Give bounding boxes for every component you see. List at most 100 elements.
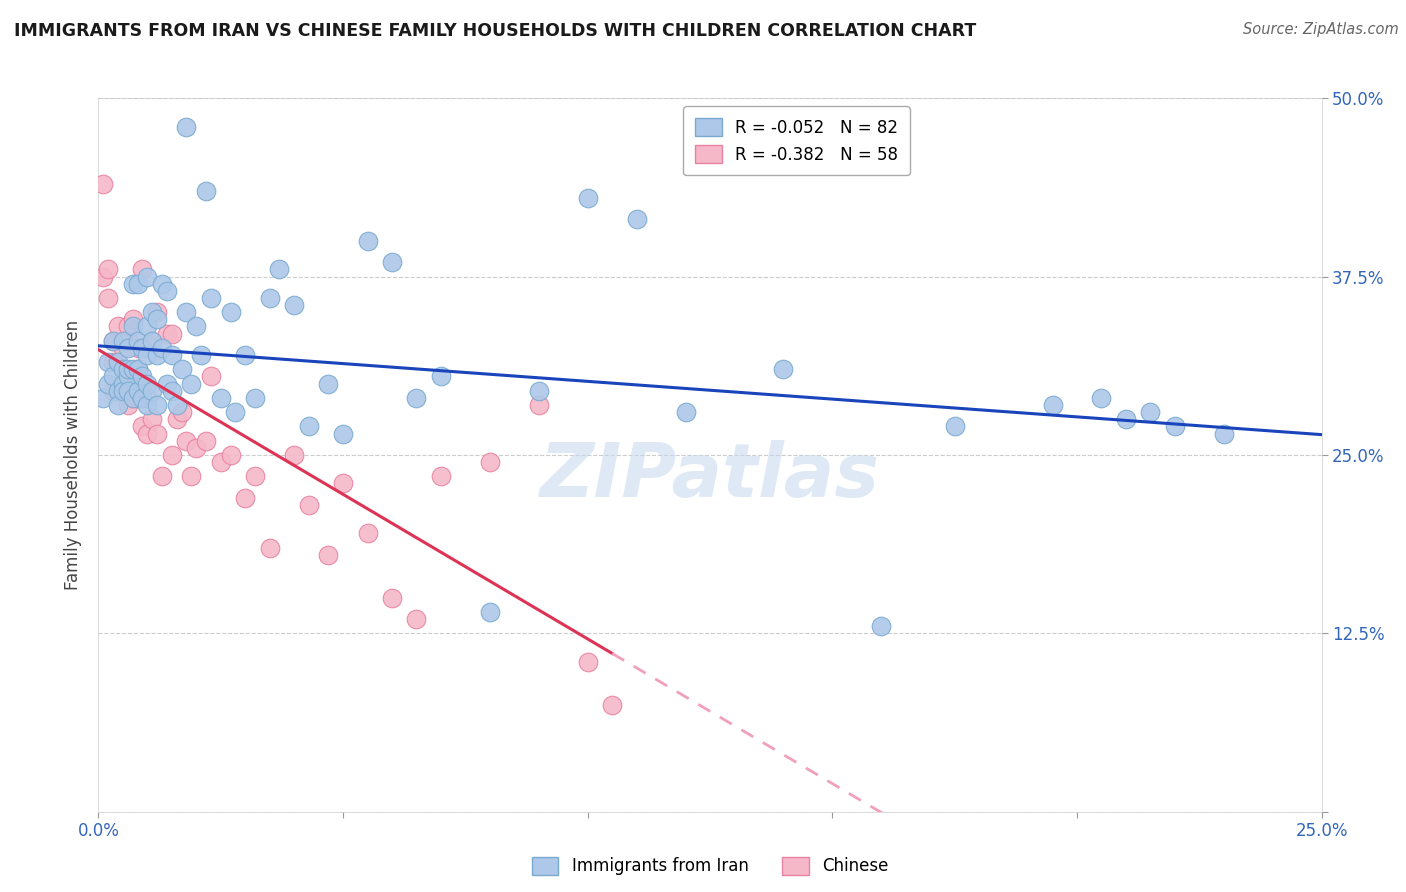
Point (127, 277, 149, 291)
Point (180, 376, 202, 391)
Point (195, 434, 218, 448)
Point (176, 305, 198, 319)
Point (176, 434, 198, 448)
Point (200, 369, 222, 384)
Point (233, 348, 256, 362)
Point (141, 334, 163, 348)
Point (298, 419, 321, 434)
Point (186, 319, 208, 334)
Point (136, 391, 159, 405)
Point (150, 277, 173, 291)
Point (283, 448, 305, 462)
Point (101, 334, 124, 348)
Point (136, 269, 159, 284)
Point (332, 426, 354, 441)
Point (136, 319, 159, 334)
Point (943, 419, 966, 434)
Point (111, 384, 134, 398)
Text: IMMIGRANTS FROM IRAN VS CHINESE FAMILY HOUSEHOLDS WITH CHILDREN CORRELATION CHAR: IMMIGRANTS FROM IRAN VS CHINESE FAMILY H… (14, 22, 976, 40)
Point (160, 448, 183, 462)
Point (219, 448, 242, 462)
Point (91, 269, 114, 284)
Point (318, 376, 340, 391)
Point (141, 305, 163, 319)
Point (675, 405, 697, 419)
Point (117, 398, 139, 412)
Point (117, 384, 139, 398)
Y-axis label: Family Households with Children: Family Households with Children (65, 320, 83, 590)
Point (381, 255, 404, 269)
Point (117, 362, 139, 376)
Point (233, 491, 256, 505)
Point (131, 376, 153, 391)
Point (156, 376, 179, 391)
Point (136, 376, 159, 391)
Point (97, 355, 120, 369)
Point (1090, 391, 1112, 405)
Point (107, 319, 129, 334)
Point (141, 384, 163, 398)
Point (160, 384, 183, 398)
Point (1212, 426, 1234, 441)
Point (1164, 419, 1187, 434)
Point (527, 398, 550, 412)
Point (259, 291, 281, 305)
Point (131, 341, 153, 355)
Point (136, 348, 159, 362)
Point (209, 455, 232, 469)
Point (430, 469, 453, 483)
Point (381, 591, 404, 605)
Point (478, 605, 501, 619)
Point (111, 362, 134, 376)
Point (356, 234, 378, 248)
Point (101, 355, 124, 369)
Point (298, 498, 321, 512)
Point (117, 334, 139, 348)
Point (121, 391, 143, 405)
Point (127, 362, 149, 376)
Point (170, 362, 193, 376)
Point (146, 312, 169, 326)
Point (107, 384, 129, 398)
Point (259, 541, 281, 555)
Point (243, 391, 266, 405)
Point (146, 305, 169, 319)
Point (160, 348, 183, 362)
Point (1139, 405, 1161, 419)
Point (405, 391, 427, 405)
Point (101, 369, 124, 384)
Point (111, 376, 134, 391)
Point (127, 334, 149, 348)
Point (430, 369, 453, 384)
Point (283, 298, 305, 312)
Point (146, 348, 169, 362)
Point (136, 426, 159, 441)
Point (527, 384, 550, 398)
Text: ZIPatlas: ZIPatlas (540, 440, 880, 513)
Point (136, 398, 159, 412)
Point (243, 469, 266, 483)
Point (97, 291, 120, 305)
Point (166, 398, 188, 412)
Point (131, 262, 153, 277)
Point (170, 405, 193, 419)
Point (576, 191, 599, 205)
Point (772, 362, 794, 376)
Point (107, 355, 129, 369)
Point (101, 334, 124, 348)
Point (117, 319, 139, 334)
Point (156, 284, 179, 298)
Point (127, 384, 149, 398)
Point (121, 391, 143, 405)
Point (131, 391, 153, 405)
Point (146, 398, 169, 412)
Point (166, 412, 188, 426)
Point (117, 369, 139, 384)
Point (626, 212, 648, 227)
Point (150, 341, 173, 355)
Legend: Immigrants from Iran, Chinese: Immigrants from Iran, Chinese (524, 850, 896, 882)
Point (111, 334, 134, 348)
Point (111, 341, 134, 355)
Point (111, 384, 134, 398)
Point (127, 362, 149, 376)
